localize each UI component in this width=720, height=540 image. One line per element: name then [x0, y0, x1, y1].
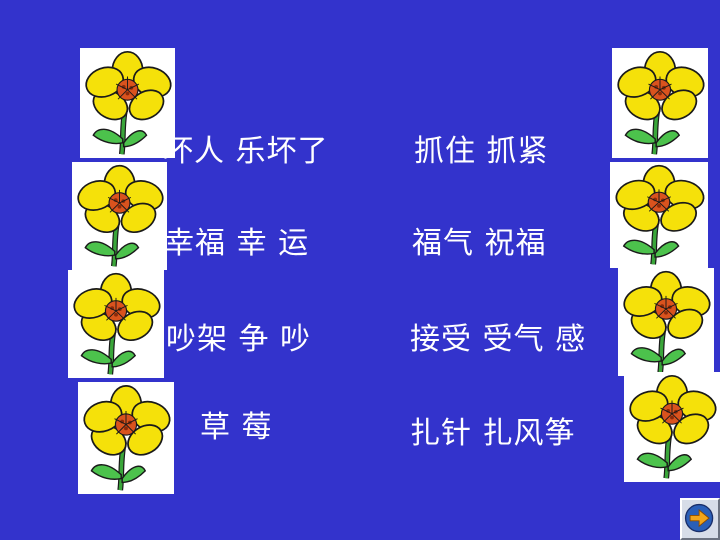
flower-left-1-icon	[80, 48, 175, 158]
next-slide-button[interactable]	[680, 498, 720, 540]
left-word-row-2: 幸福 幸 运	[164, 226, 310, 261]
left-word-row-3: 吵架 争 吵	[166, 322, 312, 357]
right-word-row-4: 扎针 扎风筝	[410, 416, 576, 451]
flower-right-1-icon	[612, 48, 708, 158]
flower-right-2-icon	[610, 162, 708, 268]
flower-left-4-icon	[78, 382, 174, 494]
flower-left-2-icon	[72, 162, 167, 270]
flower-right-3-icon	[618, 268, 714, 376]
right-word-row-1: 抓住 抓紧	[414, 134, 549, 169]
right-word-row-2: 福气 祝福	[412, 226, 547, 261]
flower-right-4-icon	[624, 372, 720, 482]
next-arrow-icon	[684, 503, 714, 533]
left-word-row-4: 草 莓	[200, 410, 273, 445]
right-word-row-3: 接受 受气 感	[410, 322, 587, 357]
left-word-row-1: 坏人 乐坏了	[163, 134, 329, 169]
flower-left-3-icon	[68, 270, 164, 378]
